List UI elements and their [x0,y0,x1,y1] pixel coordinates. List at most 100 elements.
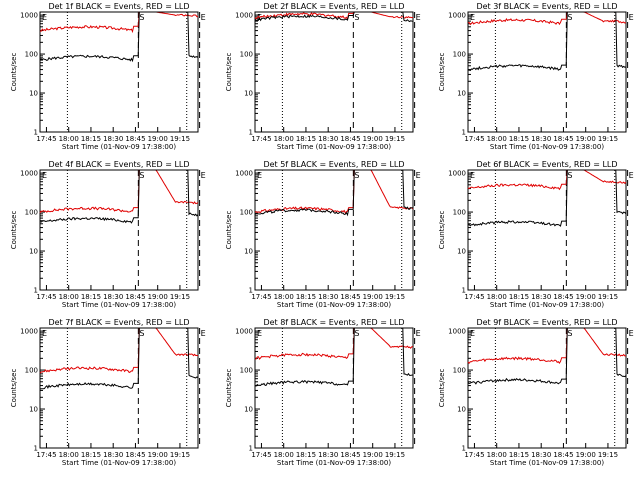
time-marker-label: E [201,171,206,180]
plot-frame [467,169,627,291]
y-tick-label: 1000 [20,328,38,336]
x-tick-label: 18:15 [296,135,316,143]
y-tick-label: 10 [457,90,466,98]
x-tick-label: 18:15 [296,293,316,301]
x-axis-label: Start Time (01-Nov-09 17:38:00) [62,143,176,151]
y-tick-label: 1 [462,287,466,295]
time-marker-label: S [139,329,144,338]
time-marker-label: S [567,171,572,180]
panel-title: Det 8f BLACK = Events, RED = LLD [263,318,404,327]
series-events-line [254,169,414,217]
x-tick-label: 18:00 [274,293,294,301]
y-tick-label: 100 [453,367,466,375]
x-tick-label: 18:00 [487,451,507,459]
time-marker-label: E [42,329,47,338]
panel-title: Det 4f BLACK = Events, RED = LLD [48,160,189,169]
y-axis-label: Counts/sec [438,53,446,92]
time-marker-label: E [416,13,421,22]
plot-frame [254,327,414,449]
time-marker-label: E [42,13,47,22]
time-marker-label: S [354,329,359,338]
x-tick-label: 18:00 [487,135,507,143]
x-axis-label: Start Time (01-Nov-09 17:38:00) [490,301,604,309]
x-tick-label: 18:30 [318,135,338,143]
x-tick-label: 18:30 [103,451,123,459]
x-tick-label: 18:45 [340,135,360,143]
x-tick-label: 19:00 [148,451,168,459]
x-tick-label: 17:45 [251,135,271,143]
y-tick-label: 10 [457,248,466,256]
x-tick-label: 19:15 [385,451,405,459]
x-tick-label: 18:45 [125,293,145,301]
x-tick-label: 18:15 [509,293,529,301]
y-tick-label: 10 [244,90,253,98]
y-tick-label: 1000 [235,12,253,20]
plot-frame [467,327,627,449]
y-axis-label: Counts/sec [10,53,18,92]
series-lld-line [39,11,199,34]
y-tick-label: 100 [453,209,466,217]
time-marker-label: E [201,13,206,22]
series-events-line [467,327,627,385]
x-tick-label: 18:15 [81,293,101,301]
x-tick-label: 19:00 [148,293,168,301]
y-tick-label: 10 [29,406,38,414]
x-axis-label: Start Time (01-Nov-09 17:38:00) [277,143,391,151]
time-marker-label: S [354,171,359,180]
y-axis-label: Counts/sec [10,369,18,408]
time-marker-label: S [139,13,144,22]
y-tick-label: 10 [244,406,253,414]
plot-frame [254,11,414,133]
series-lld-line [39,327,199,374]
x-axis-label: Start Time (01-Nov-09 17:38:00) [62,459,176,467]
x-tick-label: 17:45 [464,293,484,301]
x-tick-label: 19:15 [598,451,618,459]
x-tick-label: 18:15 [81,135,101,143]
y-tick-label: 100 [240,51,253,59]
plot-frame [39,327,199,449]
y-axis-label: Counts/sec [225,211,233,250]
x-tick-label: 18:15 [509,135,529,143]
time-marker-label: E [257,329,262,338]
y-axis-label: Counts/sec [225,369,233,408]
y-tick-label: 1 [462,445,466,453]
panel-7: Det 7f BLACK = Events, RED = LLD 1 10 100 10… [10,318,206,467]
y-tick-label: 1 [249,287,253,295]
x-tick-label: 17:45 [251,293,271,301]
panel-1: Det 1f BLACK = Events, RED = LLD 1 10 100 10… [10,2,206,151]
y-tick-label: 1000 [20,170,38,178]
y-tick-label: 1000 [20,12,38,20]
panel-title: Det 3f BLACK = Events, RED = LLD [476,2,617,11]
panel-title: Det 5f BLACK = Events, RED = LLD [263,160,404,169]
x-tick-label: 18:45 [553,135,573,143]
panel-9: Det 9f BLACK = Events, RED = LLD 1 10 100 10… [438,318,634,467]
panel-title: Det 9f BLACK = Events, RED = LLD [476,318,617,327]
panel-title: Det 6f BLACK = Events, RED = LLD [476,160,617,169]
plot-frame [39,11,199,133]
series-events-line [39,11,199,63]
y-tick-label: 1000 [448,328,466,336]
time-marker-label: E [201,329,206,338]
y-tick-label: 1 [249,129,253,137]
y-tick-label: 1 [34,287,38,295]
y-tick-label: 10 [29,248,38,256]
x-tick-label: 18:00 [59,135,79,143]
x-tick-label: 18:30 [103,293,123,301]
y-tick-label: 100 [240,367,253,375]
x-tick-label: 19:00 [363,451,383,459]
x-tick-label: 18:15 [296,451,316,459]
panel-3: Det 3f BLACK = Events, RED = LLD 1 10 100 10… [438,2,634,151]
panel-4: Det 4f BLACK = Events, RED = LLD 1 10 100 10… [10,160,206,309]
panel-title: Det 1f BLACK = Events, RED = LLD [48,2,189,11]
y-axis-label: Counts/sec [438,211,446,250]
y-tick-label: 1000 [448,12,466,20]
time-marker-label: S [567,329,572,338]
y-axis-label: Counts/sec [225,53,233,92]
time-marker-label: E [470,329,475,338]
x-axis-label: Start Time (01-Nov-09 17:38:00) [490,459,604,467]
y-tick-label: 1000 [235,328,253,336]
time-marker-label: E [470,171,475,180]
x-tick-label: 17:45 [36,451,56,459]
panel-8: Det 8f BLACK = Events, RED = LLD 1 10 100 10… [225,318,421,467]
